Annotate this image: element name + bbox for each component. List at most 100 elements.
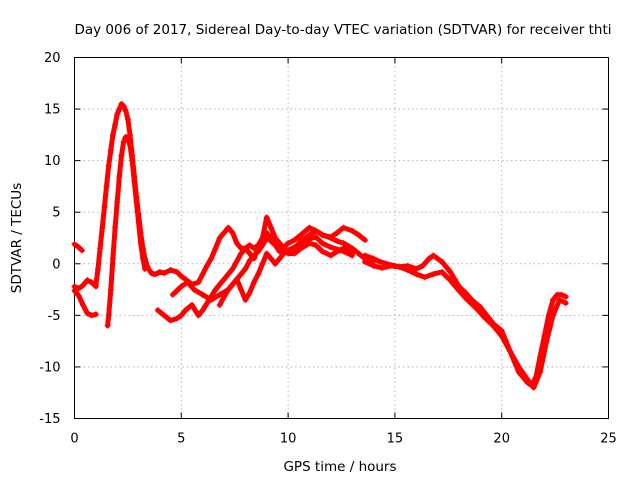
data-series-track-7 <box>169 224 377 303</box>
data-point <box>169 291 176 298</box>
data-point <box>250 252 257 259</box>
data-point <box>562 293 569 300</box>
data-point <box>116 173 123 180</box>
data-point <box>118 152 125 159</box>
data-point <box>84 277 91 284</box>
data-point <box>174 269 181 276</box>
data-point <box>92 311 99 318</box>
data-point <box>167 266 174 273</box>
data-point <box>75 292 82 299</box>
data-point <box>216 235 223 241</box>
data-point <box>498 332 505 339</box>
data-point <box>178 273 185 280</box>
data-point <box>114 111 121 118</box>
data-point <box>127 142 134 149</box>
x-tick-label: 15 <box>387 432 404 447</box>
data-point <box>276 255 283 262</box>
data-point <box>208 255 215 262</box>
data-point <box>208 296 215 303</box>
data-point <box>340 240 347 247</box>
data-point <box>156 269 163 276</box>
data-point <box>268 238 275 245</box>
data-point <box>71 241 78 248</box>
data-point <box>276 240 283 247</box>
data-point <box>92 281 99 288</box>
data-point <box>438 258 445 265</box>
data-point <box>199 291 206 298</box>
data-point <box>562 299 569 306</box>
data-point <box>396 263 403 270</box>
series-band <box>72 277 99 291</box>
data-point <box>88 312 95 319</box>
series-band <box>72 288 99 318</box>
data-point <box>413 271 420 278</box>
data-point <box>225 286 232 293</box>
series-band <box>105 134 148 329</box>
data-point <box>225 224 232 231</box>
data-point <box>238 250 245 257</box>
data-point <box>109 131 116 138</box>
data-point <box>379 264 386 271</box>
data-point <box>285 247 292 254</box>
data-point <box>334 238 341 245</box>
data-point <box>107 147 114 154</box>
data-point <box>255 271 262 278</box>
data-point <box>178 312 185 319</box>
data-point <box>97 245 104 252</box>
data-point <box>443 263 450 270</box>
data-point <box>312 233 319 240</box>
data-point <box>124 116 131 123</box>
data-point <box>297 245 304 252</box>
data-point <box>229 229 236 236</box>
data-point <box>195 312 202 319</box>
data-point <box>515 363 522 370</box>
x-tick-label: 5 <box>177 432 185 447</box>
y-tick-label: -5 <box>48 309 61 324</box>
data-point <box>78 247 85 254</box>
data-point <box>297 240 304 247</box>
data-point <box>549 296 556 303</box>
data-point <box>161 312 168 319</box>
data-point <box>319 231 326 238</box>
data-point <box>349 245 356 252</box>
data-point <box>221 276 228 283</box>
data-point <box>297 231 304 238</box>
data-point <box>419 262 426 269</box>
data-point <box>426 255 433 262</box>
data-point <box>105 162 112 169</box>
data-point <box>507 348 514 355</box>
data-series-track-10 <box>361 258 569 391</box>
data-point <box>272 235 279 241</box>
x-tick-labels: 0 5 10 15 20 25 <box>70 432 616 447</box>
data-point <box>178 283 185 290</box>
data-point <box>312 242 319 249</box>
data-point <box>88 279 95 286</box>
data-point <box>268 224 275 231</box>
data-point <box>355 250 362 257</box>
data-point <box>75 244 82 251</box>
data-point <box>306 236 313 243</box>
data-point <box>455 287 462 294</box>
y-tick-label: 20 <box>44 51 61 66</box>
data-point <box>312 227 319 234</box>
y-tick-label: 10 <box>44 154 61 169</box>
data-point <box>146 266 153 273</box>
data-point <box>340 224 347 231</box>
data-point <box>122 108 129 115</box>
data-point <box>255 248 262 255</box>
data-point <box>376 258 383 265</box>
data-point <box>107 286 114 293</box>
data-point <box>291 250 298 257</box>
data-point <box>280 244 287 251</box>
x-axis-label: GPS time / hours <box>283 459 396 475</box>
data-point <box>370 255 377 262</box>
plot-area <box>71 100 569 391</box>
data-point <box>263 250 270 257</box>
y-tick-label: -10 <box>39 360 60 375</box>
data-point <box>137 240 144 247</box>
data-point <box>167 317 174 324</box>
data-point <box>161 270 168 277</box>
data-point <box>112 224 119 231</box>
data-point <box>306 224 313 231</box>
